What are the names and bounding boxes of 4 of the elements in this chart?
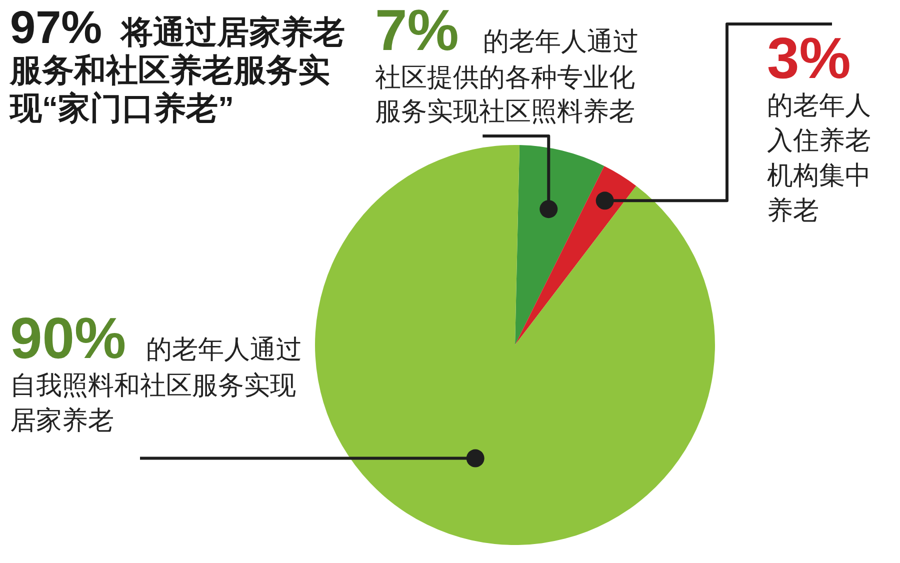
label: 3% 的老年人入住养老机构集中养老 xyxy=(767,30,872,227)
label: 7% 的老年人通过社区提供的各种专业化服务实现社区照料养老 xyxy=(375,2,640,128)
label: 90% 的老年人通过自我照料和社区服务实现居家养老 xyxy=(10,310,304,437)
title: 97% 将通过居家养老服务和社区养老服务实现“家门口养老” xyxy=(10,4,346,127)
